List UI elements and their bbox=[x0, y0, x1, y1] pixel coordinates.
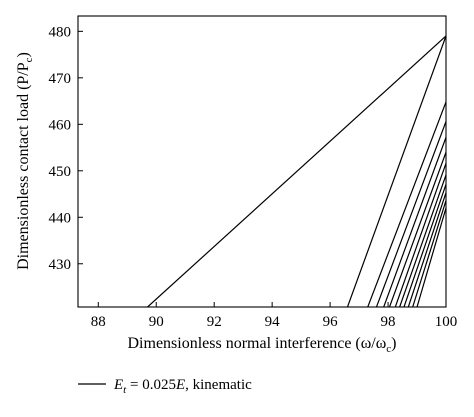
plot-area-frame bbox=[77, 15, 447, 308]
x-tick-label: 94 bbox=[265, 314, 281, 330]
series-line-7 bbox=[394, 163, 446, 307]
y-tick-label: 460 bbox=[49, 117, 72, 133]
series-line-4 bbox=[375, 121, 446, 307]
series-line-3 bbox=[367, 101, 446, 307]
series-line-11 bbox=[412, 200, 446, 307]
x-tick-label: 100 bbox=[435, 314, 458, 330]
y-tick-label: 480 bbox=[49, 24, 72, 40]
y-axis-title: Dimensionless contact load (P/Pc) bbox=[15, 52, 35, 270]
series-line-12 bbox=[416, 207, 446, 307]
series-line-6 bbox=[388, 151, 446, 307]
x-tick-label: 88 bbox=[91, 314, 106, 330]
y-tick-label: 430 bbox=[49, 257, 72, 273]
series-line-2 bbox=[346, 35, 446, 307]
y-axis-ticks: 430 440 450 460 470 480 bbox=[49, 24, 83, 273]
y-tick-label: 440 bbox=[49, 210, 72, 226]
x-tick-label: 92 bbox=[207, 314, 222, 330]
series-line-1 bbox=[147, 35, 446, 307]
x-tick-label: 96 bbox=[323, 314, 339, 330]
series-line-5 bbox=[383, 137, 446, 307]
series-line-10 bbox=[407, 192, 446, 307]
series-line-8 bbox=[399, 174, 446, 307]
x-tick-label: 90 bbox=[149, 314, 164, 330]
legend-label: Et = 0.025E, kinematic bbox=[113, 377, 252, 396]
legend: Et = 0.025E, kinematic bbox=[78, 377, 252, 396]
x-axis-title: Dimensionless normal interference (ω/ωc) bbox=[128, 335, 397, 355]
y-tick-label: 470 bbox=[49, 71, 72, 87]
series-line-9 bbox=[403, 184, 446, 307]
x-tick-label: 98 bbox=[381, 314, 396, 330]
series-group bbox=[147, 35, 446, 307]
y-tick-label: 450 bbox=[49, 164, 72, 180]
x-axis-ticks: 88 90 92 94 96 98 100 bbox=[91, 302, 457, 330]
